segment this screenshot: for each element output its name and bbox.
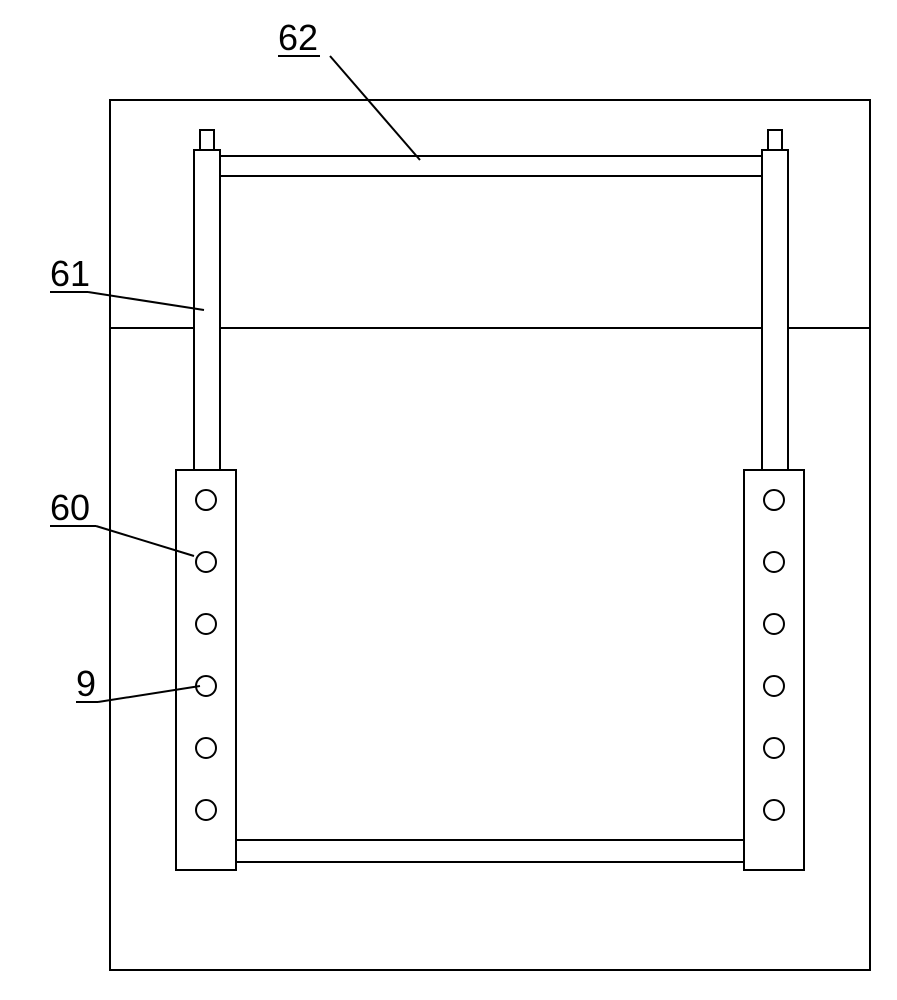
label-62: 62 bbox=[278, 17, 318, 58]
outer-leg-right bbox=[744, 470, 804, 870]
label-60: 60 bbox=[50, 487, 90, 528]
inner-shaft-right bbox=[762, 150, 788, 470]
outer-leg-left bbox=[176, 470, 236, 870]
top-tab-right bbox=[768, 130, 782, 150]
technical-diagram: 62 61 60 9 bbox=[0, 0, 897, 1000]
label-9: 9 bbox=[76, 663, 96, 704]
label-61: 61 bbox=[50, 253, 90, 294]
top-tab-left bbox=[200, 130, 214, 150]
